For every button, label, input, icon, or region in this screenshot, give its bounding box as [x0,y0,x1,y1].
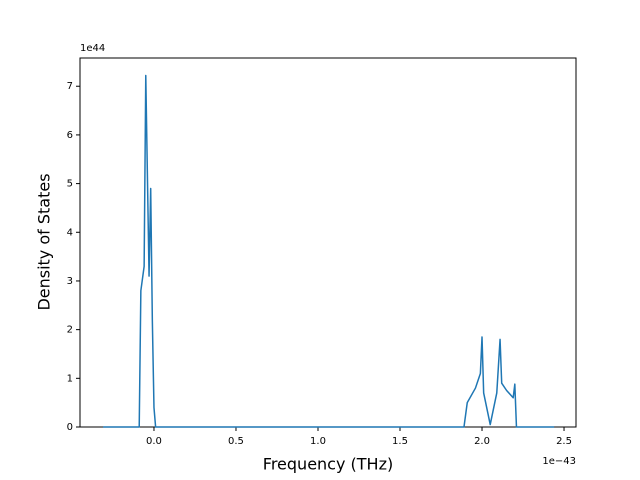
y-axis-label: Density of States [35,173,54,310]
y-tick-label: 3 [67,276,73,287]
y-tick-label: 7 [67,81,73,92]
y-offset-label: 1e44 [80,43,105,54]
y-tick-label: 6 [67,130,73,141]
x-tick-label: 0.5 [228,436,244,447]
data-line [103,74,555,428]
x-offset-label: 1e−43 [542,456,576,467]
y-tick-label: 4 [67,227,73,238]
x-tick-label: 1.0 [310,436,326,447]
y-tick-label: 0 [67,422,73,433]
x-tick-label: 2.0 [474,436,490,447]
x-tick-label: 1.5 [392,436,408,447]
y-tick-label: 5 [67,179,73,190]
y-tick-label: 2 [67,325,73,336]
y-tick-label: 1 [67,373,73,384]
x-tick-label: 2.5 [556,436,572,447]
x-axis-label: Frequency (THz) [263,455,393,474]
x-tick-label: 0.0 [146,436,162,447]
